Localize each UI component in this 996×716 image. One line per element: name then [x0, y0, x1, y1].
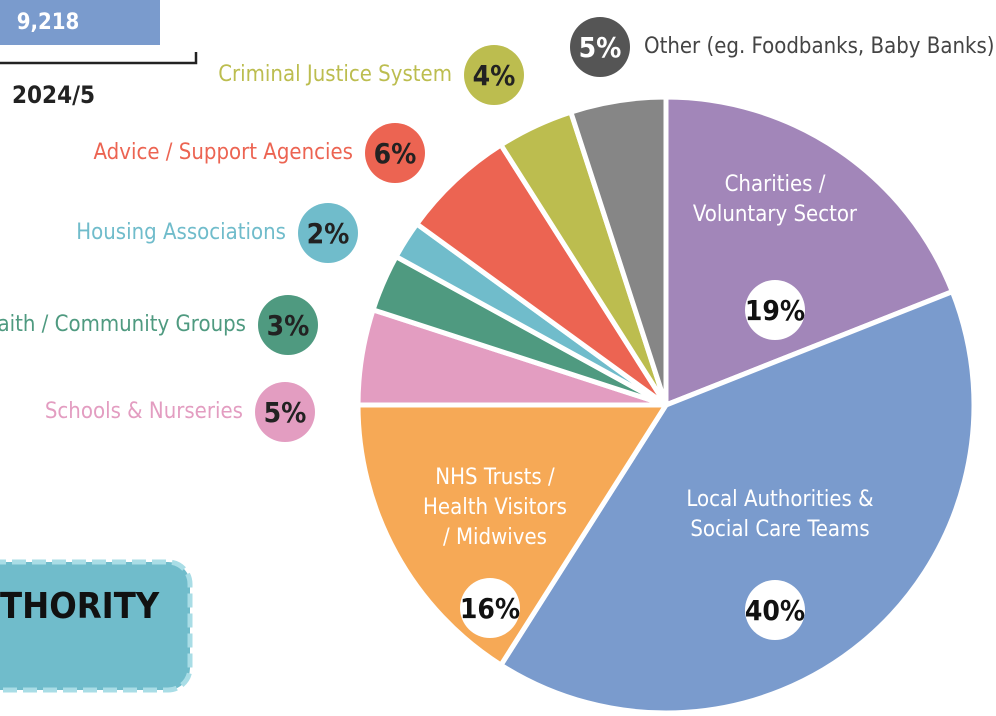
slice-label: Advice / Support Agencies	[94, 140, 353, 165]
value-label: 4%	[473, 59, 516, 92]
value-badge	[570, 17, 630, 77]
value-label: 5%	[264, 396, 307, 429]
value-badge	[365, 123, 425, 183]
value-label: 5%	[579, 31, 622, 64]
slice-label: NHS Trusts / Health Visitors / Midwives	[423, 465, 567, 550]
value-badge	[460, 578, 520, 638]
slice	[355, 402, 671, 669]
slice	[497, 288, 977, 716]
value-badge	[258, 295, 318, 355]
box-text: THORITY	[0, 586, 160, 627]
value-label: 3%	[267, 309, 310, 342]
count: 9,218	[17, 10, 80, 35]
value-badge	[255, 382, 315, 442]
teal-box	[0, 559, 193, 693]
slice-label: Faith / Community Groups	[0, 312, 246, 337]
slice-label: Housing Associations	[76, 220, 286, 245]
count-box	[0, 0, 160, 45]
value-label: 40%	[745, 594, 805, 627]
value-badge	[745, 280, 805, 340]
value-label: 2%	[307, 217, 350, 250]
value-label: 16%	[460, 592, 520, 625]
slice	[567, 94, 669, 406]
slice-label: Other (eg. Foodbanks, Baby Banks)	[644, 34, 995, 59]
pie: Charities / Voluntary Sector 19% Local Auth…	[0, 17, 995, 716]
slice	[663, 94, 956, 409]
value-label: 19%	[745, 294, 805, 327]
slice-label: Charities / Voluntary Sector	[693, 172, 858, 227]
slice-label: Schools & Nurseries	[45, 399, 243, 424]
value-label: 6%	[374, 137, 417, 170]
slice-label: Local Authorities & Social Care Teams	[686, 487, 873, 542]
value-badge	[464, 45, 524, 105]
rule	[0, 52, 198, 65]
value-badge	[745, 580, 805, 640]
period: 2024/5	[12, 81, 95, 109]
value-badge	[298, 203, 358, 263]
slice-label: Criminal Justice System	[218, 62, 452, 87]
